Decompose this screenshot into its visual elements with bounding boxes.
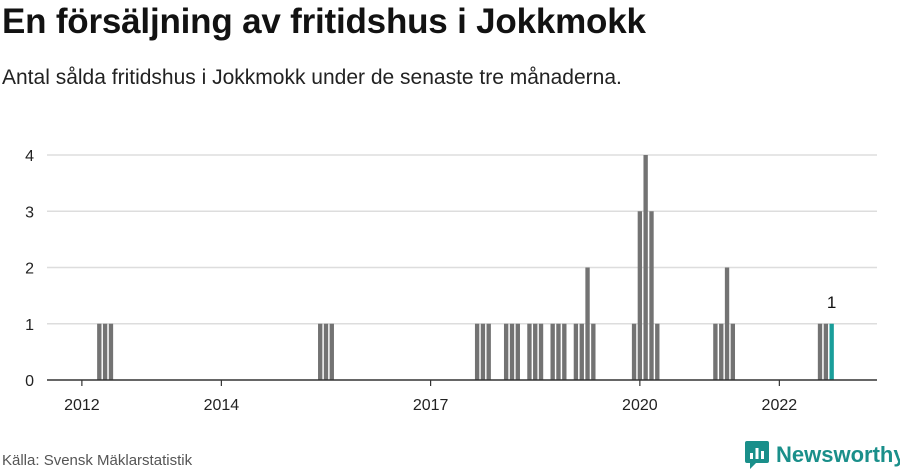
chart-title: En försäljning av fritidshus i Jokkmokk: [2, 2, 646, 41]
bar: [562, 323, 567, 380]
chart-subtitle: Antal sålda fritidshus i Jokkmokk under …: [2, 66, 622, 89]
bar: [556, 323, 561, 380]
bar: [538, 323, 544, 380]
bar: [730, 323, 736, 380]
bar: [515, 323, 520, 380]
bar: [573, 323, 579, 380]
bar: [480, 323, 486, 380]
bar: [585, 267, 590, 380]
bar: [108, 323, 114, 380]
bar: [509, 323, 515, 380]
bar: [97, 323, 102, 380]
bar: [318, 323, 323, 380]
x-tick-label: 2017: [413, 397, 449, 414]
bar: [474, 323, 480, 380]
bar: [102, 323, 108, 380]
y-tick-label: 0: [25, 373, 34, 390]
bar: [713, 323, 718, 380]
brand-logo: Newsworthy: [744, 440, 900, 470]
bar: [527, 323, 532, 380]
bar: [329, 323, 334, 380]
bar: [533, 323, 538, 380]
bar: [591, 323, 596, 380]
bar: [817, 323, 823, 380]
x-tick-label: 2012: [64, 397, 100, 414]
x-tick-label: 2014: [204, 397, 240, 414]
bar: [719, 323, 724, 380]
bar: [724, 267, 730, 380]
bar: [649, 211, 654, 380]
bar: [643, 155, 648, 380]
newsworthy-logo-icon: [745, 441, 769, 469]
x-tick-label: 2022: [762, 397, 798, 414]
bar: [823, 323, 829, 380]
bar: [579, 323, 584, 380]
brand-name: Newsworthy: [776, 442, 900, 467]
bar-latest: [829, 323, 834, 380]
bar: [631, 323, 637, 380]
y-tick-label: 4: [25, 148, 34, 165]
y-tick-label: 2: [25, 261, 34, 278]
bar: [503, 323, 509, 380]
y-tick-label: 1: [25, 317, 34, 334]
bar: [486, 323, 491, 380]
y-tick-label: 3: [25, 204, 34, 221]
x-tick-label: 2020: [622, 397, 658, 414]
bar: [655, 323, 660, 380]
bar: [550, 323, 555, 380]
bar: [323, 323, 329, 380]
bar: [637, 211, 643, 380]
source-note: Källa: Svensk Mäklarstatistik: [2, 452, 193, 469]
data-label-latest: 1: [827, 293, 836, 312]
